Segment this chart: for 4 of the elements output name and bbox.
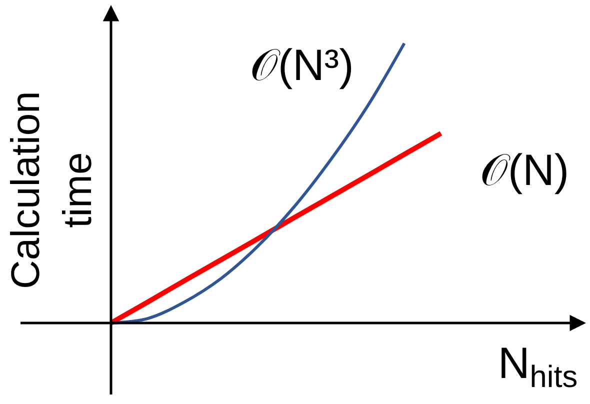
series-label: 𝒪(N) xyxy=(480,146,570,195)
y-axis-title: Calculation time xyxy=(4,91,100,289)
x-axis-title: N$_{hits}$ xyxy=(498,339,578,394)
series-label: 𝒪(N³) xyxy=(250,41,354,90)
